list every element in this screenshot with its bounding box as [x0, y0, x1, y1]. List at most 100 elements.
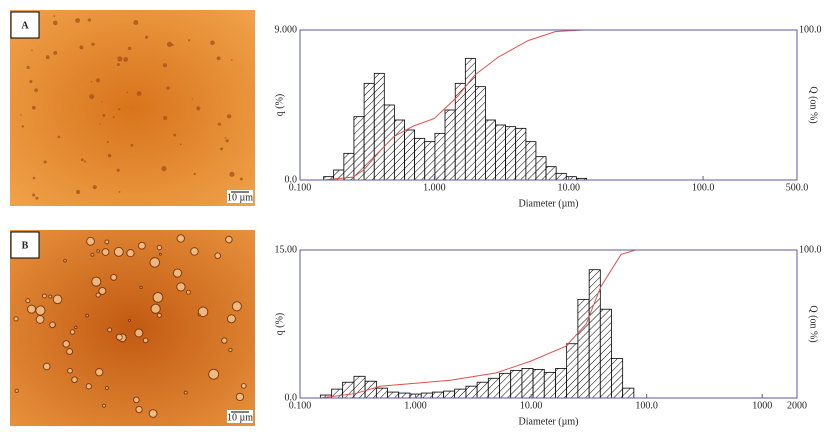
- droplet: [113, 246, 124, 257]
- droplet: [79, 45, 84, 50]
- droplet: [123, 57, 129, 62]
- droplet: [224, 136, 227, 139]
- droplet: [139, 285, 143, 289]
- droplet: [87, 18, 92, 22]
- droplet: [239, 177, 243, 181]
- bar: [343, 152, 355, 181]
- droplet: [95, 367, 104, 377]
- x-tick-label: 100.0: [692, 182, 715, 193]
- panel-label: A: [21, 20, 29, 31]
- droplet: [216, 56, 221, 61]
- y-tick-label: 9.000: [275, 24, 298, 35]
- y-tick-label: 0.0: [285, 392, 298, 403]
- droplet: [137, 241, 146, 250]
- bar: [505, 126, 517, 181]
- droplet: [156, 244, 163, 251]
- droplet: [92, 185, 97, 190]
- bar: [611, 358, 624, 399]
- droplet: [229, 171, 235, 177]
- cumulative-line: [323, 29, 797, 181]
- droplet: [149, 257, 161, 268]
- droplet: [193, 172, 196, 176]
- droplet: [172, 268, 183, 278]
- droplet: [53, 15, 56, 18]
- droplet: [176, 234, 186, 243]
- y-axis-label: q (%): [274, 313, 285, 336]
- droplet: [118, 191, 121, 193]
- droplet: [14, 388, 19, 394]
- bar: [515, 127, 527, 181]
- bar: [398, 392, 411, 399]
- droplet: [86, 236, 95, 246]
- droplet: [52, 294, 63, 305]
- bar: [545, 166, 557, 181]
- droplet: [21, 125, 25, 128]
- droplet: [188, 39, 191, 42]
- bar: [487, 377, 500, 399]
- droplet: [135, 405, 143, 414]
- y2-tick-label: 100.0: [799, 24, 822, 35]
- bar: [420, 392, 433, 399]
- panel-label: B: [22, 240, 29, 251]
- droplet: [102, 113, 106, 117]
- bar: [577, 298, 590, 399]
- droplet: [32, 176, 36, 180]
- x-tick-label: 2000: [787, 400, 807, 411]
- droplet: [173, 133, 177, 137]
- bar: [454, 388, 467, 399]
- x-tick-label: 10.00: [557, 182, 580, 193]
- droplet: [127, 46, 132, 51]
- droplet: [116, 168, 120, 172]
- droplet: [235, 392, 245, 402]
- droplet: [85, 383, 92, 390]
- droplet: [183, 390, 188, 395]
- droplet: [76, 189, 81, 195]
- bar: [566, 343, 579, 399]
- droplet: [83, 160, 87, 163]
- bar: [353, 375, 366, 399]
- x-axis-label: Diameter (µm): [519, 416, 579, 427]
- droplet: [145, 35, 149, 39]
- panel-label-box: [10, 11, 40, 39]
- droplet: [166, 86, 170, 90]
- droplet: [90, 81, 93, 83]
- droplet: [226, 114, 232, 119]
- droplet: [63, 258, 67, 263]
- droplet: [190, 247, 199, 256]
- droplet: [214, 252, 222, 260]
- droplet: [26, 65, 30, 70]
- bar: [521, 367, 534, 399]
- bar: [342, 381, 355, 399]
- bar: [476, 381, 489, 399]
- bar: [363, 82, 375, 181]
- droplet: [217, 122, 221, 126]
- droplet: [210, 40, 215, 46]
- droplet: [133, 19, 139, 25]
- plot-frame: [299, 249, 798, 399]
- droplet: [225, 139, 229, 143]
- droplet: [220, 147, 224, 151]
- droplet: [43, 160, 47, 164]
- panel-label-box: [10, 231, 40, 259]
- droplet: [191, 98, 193, 100]
- droplet: [118, 108, 121, 111]
- plot-frame: [299, 29, 798, 181]
- bar: [555, 172, 567, 181]
- droplet: [107, 327, 113, 333]
- droplet: [197, 313, 201, 317]
- droplet: [133, 396, 140, 404]
- bar: [588, 269, 601, 399]
- droplet: [34, 88, 38, 93]
- droplet: [71, 376, 78, 384]
- droplet: [152, 292, 164, 303]
- droplet: [176, 282, 186, 292]
- droplet: [32, 193, 36, 197]
- droplet: [142, 337, 149, 344]
- droplet: [240, 382, 247, 389]
- bar: [535, 156, 547, 181]
- droplet: [226, 314, 236, 324]
- bar: [532, 368, 545, 399]
- droplet: [89, 94, 95, 100]
- y-tick-label: 0.0: [285, 174, 298, 185]
